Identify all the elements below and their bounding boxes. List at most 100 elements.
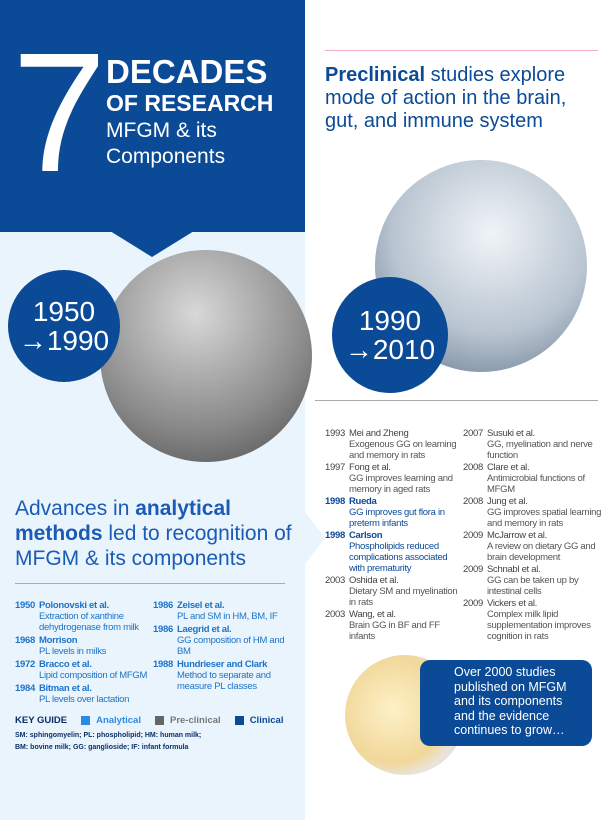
timeline-entry: 1993 Mei and Zheng Exogenous GG on learnin… (325, 428, 460, 461)
headline-pre: Advances in (15, 497, 136, 520)
period-start: 1950 (32, 296, 96, 327)
entry-text: Method to separate and measure PL classe… (177, 670, 271, 692)
timeline-entry: 1986 Zeisel et al. PL and SM in HM, BM, IF (153, 600, 293, 622)
headline-bold: analytical methods (15, 497, 231, 545)
abbreviations: SM: sphingomyelin; PL: phospholipid; HM:… (15, 730, 295, 754)
entry-year: 1998 (325, 496, 345, 507)
entry-year: 1986 (153, 624, 173, 635)
big-number: 7 (12, 18, 107, 208)
entry-year: 2009 (463, 530, 483, 541)
entry-author: Carlson (349, 530, 383, 541)
timeline-entry: 2009 Vickers et al. Complex milk lipid sup… (463, 598, 603, 642)
entry-year: 2008 (463, 462, 483, 473)
analytical-swatch (81, 716, 91, 725)
period-end: →2010 (344, 334, 436, 365)
entry-year: 2003 (325, 575, 345, 586)
timeline-entry: 2003 Wang, et al. Brain GG in BF and FF in… (325, 609, 460, 642)
entry-author: Mei and Zheng (349, 428, 409, 439)
entry-year: 2009 (463, 598, 483, 609)
entry-year: 1998 (325, 530, 345, 541)
timeline-entry: 1984 Bitman et al. PL levels over lactatio… (15, 683, 155, 705)
entry-year: 2008 (463, 496, 483, 507)
entry-text: GG, myelination and nerve function (487, 439, 593, 461)
divider (325, 50, 598, 51)
timeline-entry: 2008 Jung et al. GG improves spatial learn… (463, 496, 603, 529)
key-preclinical: Pre-clinical (169, 715, 221, 726)
timeline-entry: 1998 Carlson Phospholipids reduced complic… (325, 530, 460, 574)
entry-author: Schnabl et al. (487, 564, 541, 575)
key-title: KEY GUIDE (15, 715, 68, 726)
analytical-headline: Advances in analytical methods led to re… (15, 496, 300, 571)
entry-text: GG improves spatial learning and memory … (487, 507, 602, 529)
entry-text: Exogenous GG on learning and memory in r… (349, 439, 457, 461)
scientist-photo-left (100, 250, 312, 462)
entry-author: Bracco et al. (39, 659, 92, 670)
header-line2: OF RESEARCH (106, 90, 274, 116)
timeline-entry: 2009 Schnabl et al. GG can be taken up by … (463, 564, 603, 597)
entry-author: Zeisel et al. (177, 600, 225, 611)
header-line3: MFGM & its Components (106, 119, 226, 168)
entry-year: 1984 (15, 683, 35, 694)
header-block (0, 0, 305, 232)
divider (15, 583, 285, 584)
entry-year: 1993 (325, 428, 345, 439)
entry-year: 2009 (463, 564, 483, 575)
timeline-entry: 1950 Polonovski et al. Extraction of xanth… (15, 600, 155, 633)
entry-author: Hundrieser and Clark (177, 659, 268, 670)
entry-author: Bitman et al. (39, 683, 92, 694)
entry-text: PL levels in milks (39, 646, 107, 657)
entry-text: Antimicrobial functions of MFGM (487, 473, 585, 495)
headline-post: led to recognition of MFGM & its compone… (15, 522, 292, 570)
entry-year: 1988 (153, 659, 173, 670)
chevron-right-icon (305, 512, 325, 564)
timeline-entry: 2009 McJarrow et al. A review on dietary G… (463, 530, 603, 563)
entry-author: Rueda (349, 496, 377, 507)
entry-year: 1997 (325, 462, 345, 473)
period-badge-right: 1990 →2010 (332, 277, 448, 393)
entry-author: Morrison (39, 635, 78, 646)
entry-text: GG composition of HM and BM (177, 635, 285, 657)
timeline-entry: 2008 Clare et al. Antimicrobial functions … (463, 462, 603, 495)
entry-text: GG can be taken up by intestinal cells (487, 575, 579, 597)
key-clinical: Clinical (249, 715, 284, 726)
entry-text: Extraction of xanthine dehydrogenase fro… (39, 611, 139, 633)
entry-text: GG improves learning and memory in aged … (349, 473, 453, 495)
entry-author: Oshida et al. (349, 575, 399, 586)
entry-author: Polonovski et al. (39, 600, 109, 611)
preclinical-title: Preclinical studies explore mode of acti… (325, 64, 605, 133)
entry-year: 1950 (15, 600, 35, 611)
entry-author: Vickers et al. (487, 598, 538, 609)
entry-author: Wang, et al. (349, 609, 396, 620)
title-rest: studies explore mode of action in the br… (325, 64, 567, 132)
period-badge-left: 1950 →1990 (8, 270, 120, 382)
abbr-line2: BM: bovine milk; GG: ganglioside; IF: in… (15, 744, 189, 751)
entry-text: Phospholipids reduced complications asso… (349, 541, 448, 574)
key-analytical: Analytical (96, 715, 141, 726)
entry-year: 2003 (325, 609, 345, 620)
entry-author: Jung et al. (487, 496, 528, 507)
period-start: 1990 (358, 305, 422, 336)
title-bold: Preclinical (325, 64, 426, 86)
entry-year: 1986 (153, 600, 173, 611)
header-line1: DECADES (106, 53, 268, 90)
timeline-entry: 2007 Susuki et al. GG, myelination and ner… (463, 428, 603, 461)
entry-text: A review on dietary GG and brain develop… (487, 541, 596, 563)
entry-text: GG improves gut flora in preterm infants (349, 507, 445, 529)
timeline-entry: 2003 Oshida et al. Dietary SM and myelinat… (325, 575, 460, 608)
preclinical-swatch (154, 716, 164, 725)
timeline-entry: 1986 Laegrid et al. GG composition of HM a… (153, 624, 293, 657)
timeline-entry: 1988 Hundrieser and Clark Method to separa… (153, 659, 293, 692)
abbr-line1: SM: sphingomyelin; PL: phospholipid; HM:… (15, 732, 202, 739)
entry-author: Laegrid et al. (177, 624, 232, 635)
timeline-entry: 1998 Rueda GG improves gut flora in preter… (325, 496, 460, 529)
entry-text: Dietary SM and myelination in rats (349, 586, 458, 608)
entry-text: Complex milk lipid supplementation impro… (487, 609, 591, 642)
entry-author: Susuki et al. (487, 428, 535, 439)
timeline-entry: 1997 Fong et al. GG improves learning and … (325, 462, 460, 495)
divider (315, 400, 598, 401)
entry-author: McJarrow et al. (487, 530, 547, 541)
callout-box: Over 2000 studies published on MFGM and … (420, 660, 592, 746)
entry-year: 2007 (463, 428, 483, 439)
entry-text: Brain GG in BF and FF infants (349, 620, 440, 642)
timeline-entry: 1972 Bracco et al. Lipid composition of MF… (15, 659, 155, 681)
